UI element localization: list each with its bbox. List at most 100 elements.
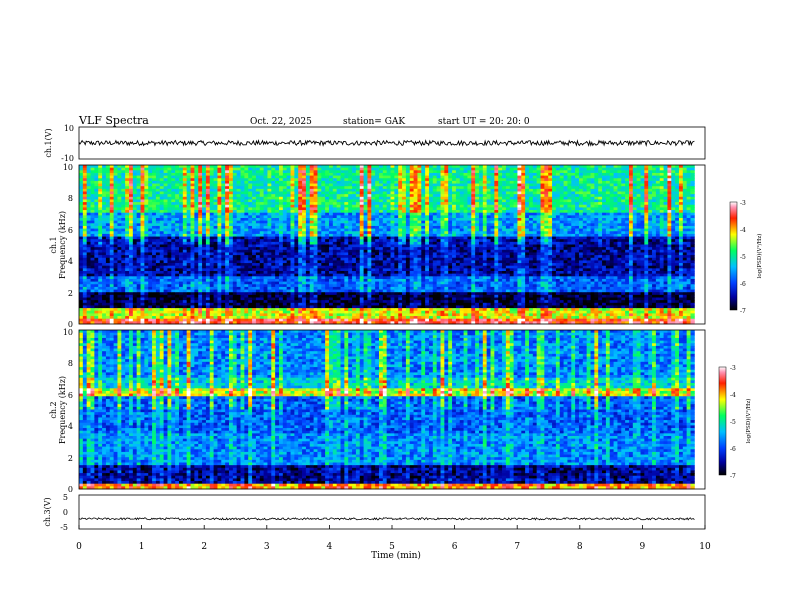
spectrogram-cell — [129, 178, 133, 181]
spectrogram-cell — [214, 284, 218, 287]
spectrogram-cell — [217, 215, 221, 218]
spectrogram-cell — [98, 221, 102, 224]
spectrogram-cell — [129, 210, 133, 213]
spectrogram-cell — [167, 170, 171, 173]
spectrogram-cell — [141, 202, 145, 205]
spectrogram-cell — [233, 170, 237, 173]
spectrogram-cell — [241, 271, 245, 274]
spectrogram-cell — [164, 170, 168, 173]
spectrogram-cell — [248, 176, 252, 179]
spectrogram-cell — [144, 229, 148, 232]
spectrogram-cell — [198, 276, 202, 279]
spectrogram-cell — [125, 245, 129, 248]
spectrogram-cell — [194, 255, 198, 258]
spectrogram-cell — [79, 303, 83, 306]
spectrogram-cell — [202, 223, 206, 226]
spectrogram-cell — [183, 242, 187, 245]
spectrogram-cell — [248, 184, 252, 187]
spectrogram-cell — [156, 189, 160, 192]
spectrogram-cell — [175, 215, 179, 218]
spectrogram-cell — [148, 202, 152, 205]
spectrogram-cell — [179, 266, 183, 269]
spectrogram-cell — [175, 210, 179, 213]
spectrogram-cell — [91, 305, 95, 308]
spectrogram-cell — [237, 303, 241, 306]
spectrogram-cell — [106, 242, 110, 245]
spectrogram-cell — [129, 247, 133, 250]
spectrogram-cell — [237, 274, 241, 277]
spectrogram-cell — [187, 218, 191, 221]
spectrogram-cell — [171, 258, 175, 261]
spectrogram-cell — [133, 282, 137, 285]
spectrogram-cell — [102, 194, 106, 197]
spectrogram-cell — [191, 229, 195, 232]
spectrogram-cell — [144, 210, 148, 213]
spectrogram-cell — [121, 284, 125, 287]
spectrogram-cell — [214, 189, 218, 192]
spectrogram-cell — [202, 218, 206, 221]
spectrogram-cell — [152, 207, 156, 210]
spectrogram-cell — [210, 205, 214, 208]
spectrogram-cell — [79, 226, 83, 229]
spectrogram-cell — [156, 184, 160, 187]
spectrogram-cell — [141, 298, 145, 301]
spectrogram-cell — [125, 290, 129, 293]
spectrogram-cell — [129, 168, 133, 171]
spectrogram-cell — [206, 284, 210, 287]
spectrogram-cell — [144, 178, 148, 181]
spectrogram-cell — [117, 205, 121, 208]
spectrogram-cell — [171, 178, 175, 181]
spectrogram-cell — [102, 279, 106, 282]
spectrogram-cell — [198, 215, 202, 218]
spectrogram-cell — [129, 284, 133, 287]
spectrogram-cell — [133, 290, 137, 293]
spectrogram-cell — [244, 295, 248, 298]
spectrogram-cell — [152, 223, 156, 226]
spectrogram-cell — [187, 305, 191, 308]
spectrogram-cell — [125, 184, 129, 187]
spectrogram-cell — [214, 215, 218, 218]
spectrogram-cell — [202, 199, 206, 202]
spectrogram-cell — [202, 282, 206, 285]
spectrogram-cell — [210, 213, 214, 216]
spectrogram-cell — [152, 266, 156, 269]
spectrogram-cell — [106, 194, 110, 197]
spectrogram-cell — [241, 258, 245, 261]
spectrogram-cell — [237, 226, 241, 229]
spectrogram-cell — [137, 316, 141, 319]
spectrogram-cell — [79, 316, 83, 319]
spectrogram-cell — [171, 266, 175, 269]
spectrogram-cell — [175, 197, 179, 200]
spectrogram-cell — [244, 245, 248, 248]
spectrogram-cell — [202, 290, 206, 293]
spectrogram-cell — [198, 178, 202, 181]
spectrogram-cell — [121, 218, 125, 221]
spectrogram-cell — [137, 237, 141, 240]
spectrogram-cell — [98, 247, 102, 250]
spectrogram-cell — [167, 186, 171, 189]
spectrogram-cell — [187, 168, 191, 171]
spectrogram-cell — [198, 271, 202, 274]
spectrogram-cell — [121, 255, 125, 258]
spectrogram-cell — [152, 184, 156, 187]
spectrogram-cell — [114, 260, 118, 263]
spectrogram-cell — [214, 276, 218, 279]
spectrogram-cell — [191, 303, 195, 306]
spectrogram-cell — [187, 311, 191, 314]
spectrogram-cell — [117, 260, 121, 263]
spectrogram-cell — [233, 255, 237, 258]
spectrogram-cell — [171, 298, 175, 301]
spectrogram-cell — [102, 287, 106, 290]
spectrogram-cell — [148, 192, 152, 195]
spectrogram-cell — [98, 316, 102, 319]
spectrogram-cell — [87, 303, 91, 306]
spectrogram-cell — [237, 210, 241, 213]
spectrogram-cell — [106, 237, 110, 240]
spectrogram-cell — [164, 247, 168, 250]
spectrogram-cell — [83, 168, 87, 171]
spectrogram-cell — [164, 226, 168, 229]
spectrogram-cell — [144, 189, 148, 192]
spectrogram-cell — [83, 221, 87, 224]
spectrogram-cell — [191, 313, 195, 316]
spectrogram-cell — [141, 263, 145, 266]
